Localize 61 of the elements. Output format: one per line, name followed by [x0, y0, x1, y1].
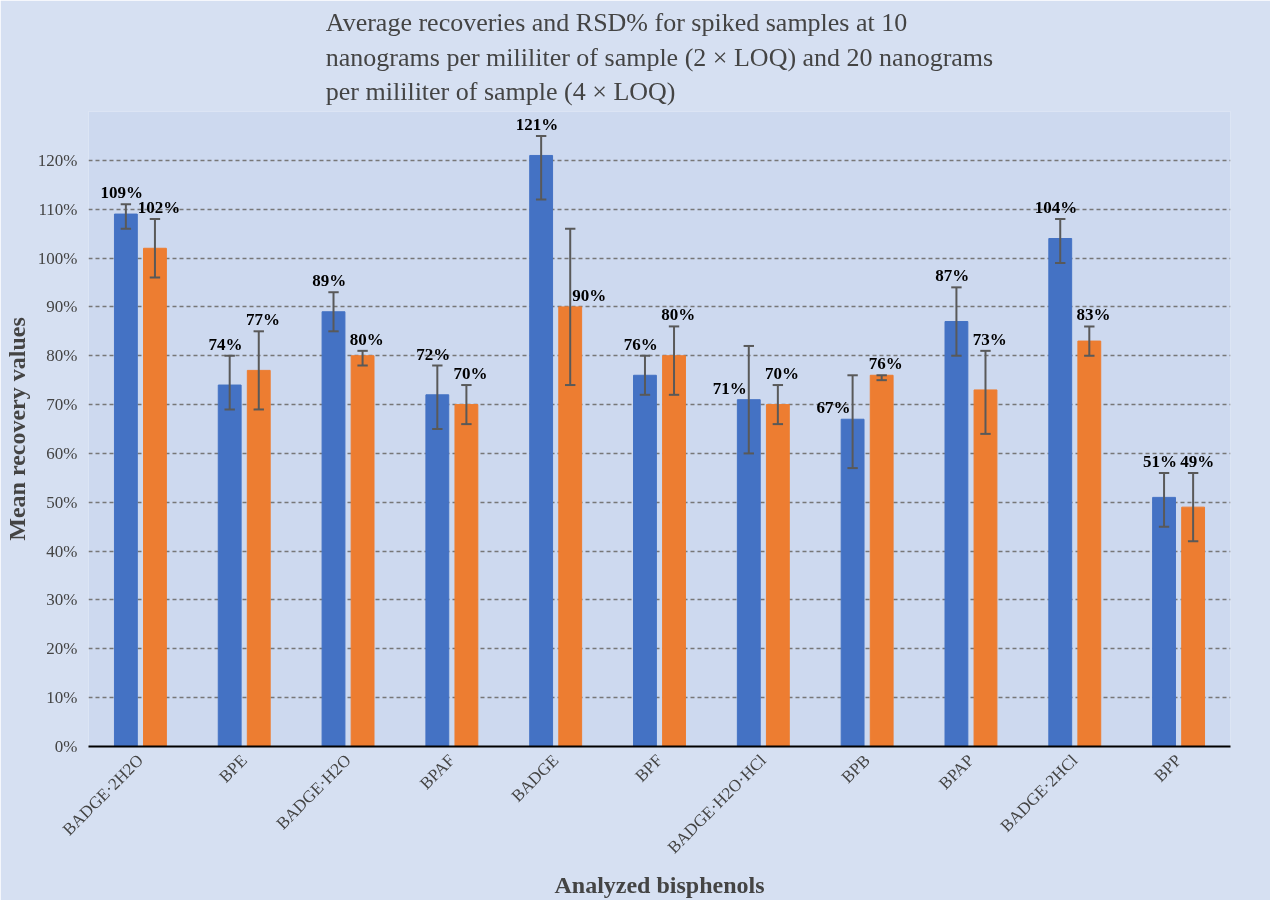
bar [1048, 238, 1073, 747]
y-tick-label: 60% [46, 443, 78, 463]
bar [246, 369, 271, 747]
y-tick-label: 30% [46, 590, 78, 610]
y-tick-label: 90% [46, 297, 78, 317]
data-label: 70% [453, 364, 488, 384]
data-label: 121% [515, 114, 559, 134]
y-tick-label: 40% [46, 541, 78, 561]
data-label: 104% [1034, 197, 1078, 217]
data-label: 80% [349, 329, 384, 349]
bar [840, 418, 865, 747]
x-tick-label: BPE [215, 750, 251, 787]
x-axis-title: Analyzed bisphenols [554, 871, 765, 898]
chart-title: Average recoveries and RSD% for spiked samples at 10 nanograms per mililiter of sample (2 × LOQ) and 20 nanograms per mililiter of sample (4 × LOQ) [325, 7, 994, 107]
data-label: 74% [208, 334, 243, 354]
bar [736, 399, 761, 747]
bar [529, 154, 554, 747]
bar [633, 374, 657, 747]
bar [425, 394, 450, 747]
data-label: 67% [816, 398, 851, 418]
data-label: 87% [935, 266, 970, 286]
bar [662, 355, 686, 747]
x-tick-label: BPB [837, 750, 874, 787]
bar [350, 355, 375, 747]
y-tick-label: 120% [37, 150, 78, 170]
y-tick-label: 50% [46, 492, 78, 512]
data-label: 77% [245, 310, 280, 330]
data-label: 76% [623, 334, 658, 354]
bar [869, 374, 894, 747]
data-label: 83% [1076, 305, 1111, 325]
bar [1181, 506, 1206, 747]
bar [454, 404, 479, 747]
bar [944, 321, 969, 747]
bar [1152, 496, 1176, 747]
y-tick-label: 110% [38, 199, 78, 219]
y-tick-label: 0% [54, 737, 78, 756]
data-label: 72% [416, 344, 451, 364]
data-label: 70% [765, 364, 800, 384]
data-label: 71% [712, 378, 747, 398]
bar [1077, 340, 1102, 747]
y-axis-title: Mean recovery values [3, 317, 30, 541]
data-label: 90% [572, 285, 607, 305]
bar [113, 213, 138, 747]
bar [973, 389, 998, 747]
y-tick-label: 20% [46, 639, 78, 659]
y-tick-label: 10% [46, 688, 78, 708]
data-label: 49% [1180, 451, 1215, 471]
data-label: 73% [972, 329, 1007, 349]
y-tick-label: 80% [46, 346, 78, 366]
y-tick-label: 100% [37, 248, 78, 268]
bar [765, 404, 790, 747]
bar [558, 306, 583, 747]
data-label: 89% [312, 271, 347, 291]
bar [143, 247, 167, 747]
bar [217, 384, 242, 747]
data-label: 80% [661, 305, 696, 325]
data-label: 76% [868, 354, 903, 374]
x-tick-label: BPP [1150, 750, 1186, 786]
y-tick-label: 70% [46, 395, 78, 415]
data-label: 51% [1142, 451, 1177, 471]
bar [321, 311, 346, 747]
